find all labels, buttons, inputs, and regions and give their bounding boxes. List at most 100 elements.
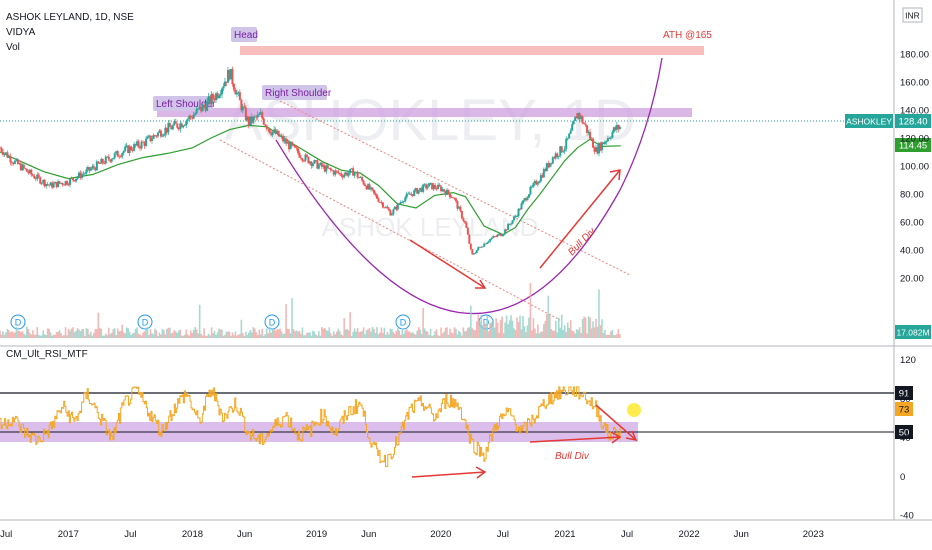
candle-body — [285, 138, 288, 144]
volume-bar — [432, 335, 435, 338]
dividend-marker[interactable]: D — [10, 314, 26, 330]
candle-body — [297, 148, 299, 153]
volume-bar — [46, 328, 49, 338]
alert-bubble-icon[interactable] — [627, 403, 641, 417]
volume-bar — [264, 334, 267, 338]
candle-body — [130, 146, 133, 151]
volume-bar — [173, 330, 176, 338]
volume-bar — [70, 328, 73, 338]
channel-upper-line[interactable] — [261, 91, 631, 276]
volume-bar — [277, 329, 280, 338]
ath-zone[interactable] — [240, 46, 704, 55]
volume-bar — [58, 330, 61, 338]
volume-bar — [332, 331, 335, 338]
candle-body — [274, 129, 277, 134]
candle-body — [495, 236, 498, 238]
bull-div-arrow[interactable] — [539, 169, 621, 269]
candle-body — [215, 93, 218, 101]
price-lower-low-arrow[interactable] — [409, 239, 486, 289]
candle-body — [547, 163, 550, 168]
arrowhead — [609, 169, 621, 181]
volume-bar — [310, 335, 313, 338]
volume-bar — [569, 320, 572, 338]
candle-body — [18, 163, 21, 165]
volume-bar — [465, 330, 468, 338]
candle-body — [368, 184, 371, 190]
candle-body — [42, 179, 45, 183]
candle-body — [66, 181, 69, 185]
candle-body — [188, 115, 191, 120]
candle-body — [54, 181, 57, 184]
volume-bar — [349, 312, 351, 338]
candle-body — [276, 130, 279, 134]
candle-body — [101, 158, 104, 164]
candle-body — [378, 201, 381, 203]
volume-bar — [374, 333, 377, 338]
candle-body — [298, 152, 301, 158]
volume-bar — [166, 328, 168, 338]
candle-body — [226, 70, 229, 83]
candle-body — [487, 241, 490, 243]
candle-body — [513, 216, 516, 221]
dividend-marker[interactable]: D — [137, 314, 153, 330]
dividend-marker[interactable]: D — [395, 314, 411, 330]
candle-body — [37, 174, 40, 178]
rsi-higher-low-arrow[interactable] — [411, 471, 486, 478]
volume-bar — [43, 334, 46, 338]
candle-body — [392, 209, 395, 215]
volume-bar — [258, 329, 261, 338]
candle-body — [61, 183, 64, 185]
volume-bar — [456, 334, 459, 338]
ticker-tag[interactable] — [845, 114, 893, 128]
volume-bar — [468, 326, 471, 338]
volume-bar — [581, 319, 584, 338]
volume-bar — [420, 333, 423, 338]
candle-body — [238, 92, 241, 101]
candle-body — [355, 172, 358, 173]
price-tick-label: 80.00 — [900, 190, 924, 201]
candle-body — [434, 184, 437, 189]
candle-body — [493, 236, 496, 238]
volume-bar — [64, 327, 67, 338]
volume-bar — [164, 334, 167, 338]
volume-bar — [280, 331, 283, 338]
volume-bar — [534, 328, 536, 338]
volume-bar — [213, 330, 216, 338]
volume-bar — [613, 335, 615, 338]
candle-body — [136, 141, 139, 146]
volume-bar — [121, 324, 123, 338]
rsi-bull-div-arrow[interactable] — [529, 436, 621, 443]
candle-body — [480, 246, 483, 248]
resistance-zone[interactable] — [157, 108, 692, 117]
volume-bar — [566, 322, 569, 338]
candle-body — [221, 88, 224, 95]
candle-body — [148, 135, 150, 137]
candle-body — [507, 224, 510, 230]
candle-body — [326, 165, 329, 169]
candle-body — [219, 94, 222, 96]
candle-body — [139, 146, 142, 149]
cup-curve[interactable] — [275, 57, 663, 315]
candle-body — [589, 131, 592, 139]
candle-body — [234, 89, 237, 95]
candle-body — [131, 150, 134, 151]
vidya-tag — [895, 138, 931, 152]
candle-body — [235, 92, 238, 95]
volume-bar — [492, 319, 494, 338]
candle-body — [481, 246, 484, 248]
volume-bar — [96, 329, 98, 338]
volume-bar — [300, 333, 302, 338]
candle-body — [283, 138, 286, 142]
rsi-trendline[interactable] — [595, 404, 637, 441]
candle-body — [45, 183, 48, 187]
candle-body — [73, 179, 76, 182]
candle-body — [30, 169, 33, 175]
volume-bar — [307, 332, 310, 338]
currency-badge[interactable] — [902, 7, 923, 23]
volume-bar — [331, 335, 334, 338]
candle-body — [600, 142, 603, 151]
channel-lower-line[interactable] — [219, 139, 561, 321]
vidya-value: 114.45 — [899, 141, 927, 152]
volume-bar — [562, 329, 565, 338]
dividend-marker[interactable]: D — [264, 314, 280, 330]
